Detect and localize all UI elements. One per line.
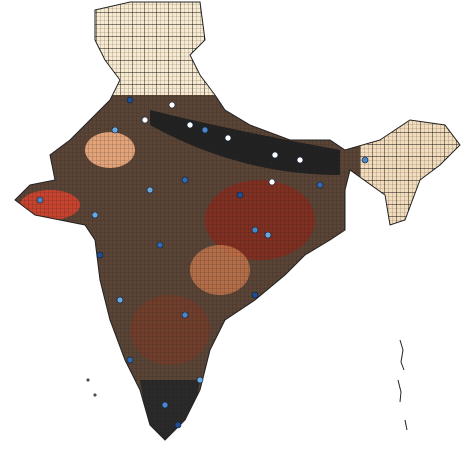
islands (86, 339, 408, 431)
station (236, 191, 244, 199)
station (296, 156, 304, 164)
station (111, 126, 119, 134)
station (174, 421, 182, 429)
station (181, 311, 189, 319)
station (316, 181, 324, 189)
station (126, 96, 134, 104)
station (141, 116, 149, 124)
station (251, 226, 259, 234)
island (86, 378, 90, 382)
station (268, 178, 276, 186)
station (126, 356, 134, 364)
island (397, 379, 402, 403)
station (161, 401, 169, 409)
station (156, 241, 164, 249)
station (181, 176, 189, 184)
station (196, 376, 204, 384)
station (36, 196, 44, 204)
station (251, 291, 259, 299)
station (168, 101, 176, 109)
coarse-grid (360, 115, 460, 230)
station (224, 134, 232, 142)
station (201, 126, 209, 134)
station (361, 156, 369, 164)
station (116, 296, 124, 304)
station (186, 121, 194, 129)
island (404, 419, 408, 431)
coarse-grid (80, 2, 220, 95)
island (399, 339, 405, 371)
station (264, 231, 272, 239)
stations (36, 96, 369, 429)
station (91, 211, 99, 219)
island (93, 393, 97, 397)
station (96, 251, 104, 259)
station (271, 151, 279, 159)
station (146, 186, 154, 194)
